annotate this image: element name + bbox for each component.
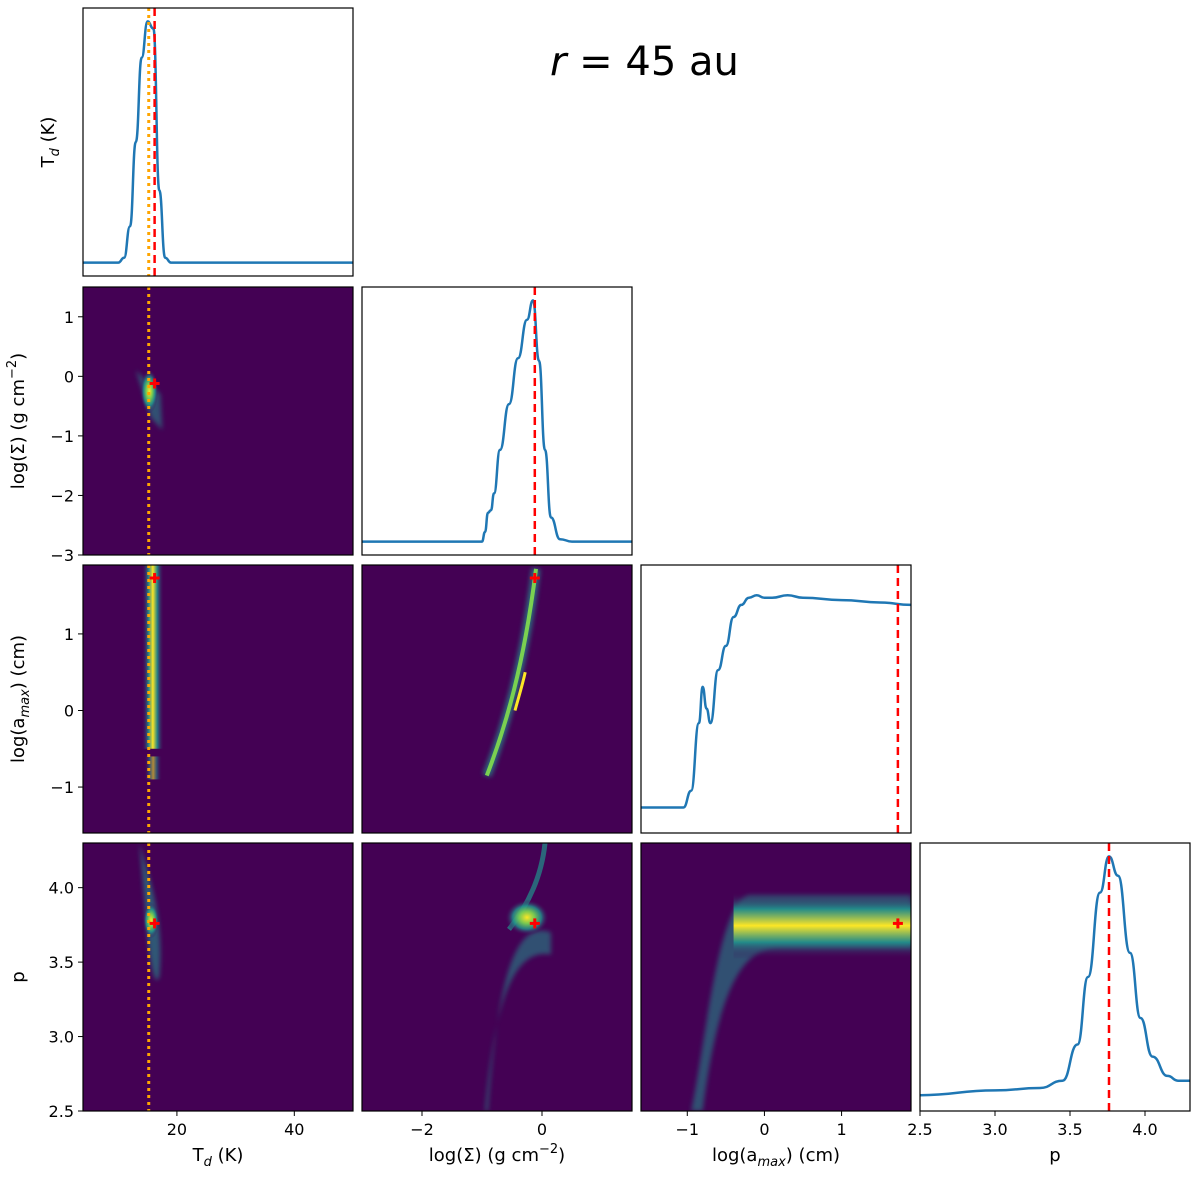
density-panel-Td-logA	[83, 565, 353, 833]
best-fit-marker	[149, 378, 160, 389]
figure-title: r = 45 au	[550, 39, 739, 85]
y-axis-label-logA: log(amax) (cm)	[8, 635, 33, 763]
y-axis-label-Td: Td (K)	[38, 117, 63, 169]
y-tick-label-p: 4.0	[49, 879, 74, 898]
density-band	[141, 565, 164, 749]
density-tail	[485, 930, 551, 1111]
y-tick-label-logS: 0	[64, 367, 74, 386]
x-tick-label-p: 2.5	[907, 1120, 932, 1139]
x-tick-label-Td: 20	[167, 1120, 187, 1139]
y-axis-label-p: p	[8, 971, 29, 982]
density-panel-logS-logA	[362, 565, 632, 833]
x-tick-label-logA: −1	[675, 1120, 699, 1139]
panel-frame-Td-logA	[82, 564, 354, 834]
x-axis-label-logS: log(Σ) (g cm−2)	[429, 1142, 565, 1166]
marginal-curve-logA	[641, 594, 911, 809]
marginal-panel-logA	[641, 565, 911, 833]
density-background	[362, 843, 632, 1111]
y-tick-label-logA: −1	[50, 778, 74, 797]
density-panel-Td-p	[83, 843, 353, 1111]
marginal-curve-logS	[362, 299, 632, 543]
marginal-panel-Td	[83, 8, 353, 276]
y-axis-label-logS: log(Σ) (g cm−2)	[5, 353, 29, 489]
y-tick-label-logS: −3	[50, 546, 74, 565]
density-panel-logA-p	[641, 843, 911, 1111]
panel-frame-logA-p	[640, 842, 912, 1112]
density-blob	[143, 902, 160, 939]
best-fit-marker	[149, 918, 160, 929]
x-tick-label-p: 4.0	[1132, 1120, 1157, 1139]
panel-frame-Td-logS	[82, 286, 354, 556]
marginal-panel-p	[920, 843, 1190, 1111]
density-background	[362, 565, 632, 833]
y-tick-label-p: 3.0	[49, 1028, 74, 1047]
panel-frame-p	[919, 842, 1191, 1112]
best-fit-marker	[529, 573, 540, 584]
density-background	[83, 843, 353, 1111]
density-ridge-peak	[513, 671, 527, 711]
panel-frame-logS-p	[361, 842, 633, 1112]
x-tick-label-Td: 40	[284, 1120, 304, 1139]
x-tick-label-logS: −2	[410, 1120, 434, 1139]
x-axis-label-p: p	[1049, 1145, 1060, 1166]
marginal-curve-p	[920, 855, 1190, 1097]
panel-frame-Td-p	[82, 842, 354, 1112]
density-background	[641, 843, 911, 1111]
x-tick-label-logA: 1	[836, 1120, 846, 1139]
y-tick-label-logA: 0	[64, 701, 74, 720]
density-background	[83, 287, 353, 555]
y-tick-label-p: 3.5	[49, 953, 74, 972]
best-fit-marker	[529, 918, 540, 929]
y-tick-label-logS: −1	[50, 427, 74, 446]
y-tick-label-p: 2.5	[49, 1102, 74, 1121]
panel-frame-logS-logA	[361, 564, 633, 834]
x-tick-label-p: 3.5	[1057, 1120, 1082, 1139]
panel-frame-Td	[82, 7, 354, 277]
density-panel-Td-logS	[83, 287, 353, 555]
x-tick-label-logS: 0	[537, 1120, 547, 1139]
density-band-low	[144, 756, 163, 780]
panel-frame-logA	[640, 564, 912, 834]
y-tick-label-logS: −2	[50, 486, 74, 505]
x-axis-label-Td: Td (K)	[192, 1145, 244, 1170]
density-band	[733, 892, 911, 960]
x-tick-label-p: 3.0	[982, 1120, 1007, 1139]
x-axis-label-logA: log(amax) (cm)	[712, 1145, 840, 1170]
y-tick-label-logA: 1	[64, 625, 74, 644]
density-blob	[505, 899, 549, 936]
density-ridge	[484, 568, 538, 777]
density-background	[83, 565, 353, 833]
x-tick-label-logA: 0	[759, 1120, 769, 1139]
marginal-curve-Td	[83, 20, 353, 264]
best-fit-marker	[892, 918, 903, 929]
marginal-panel-logS	[362, 287, 632, 555]
panel-frame-logS	[361, 286, 633, 556]
panels: 20 40 −2 0 −1 0 1 2.5 3.0 3.5 4.0 1 0 −1 −2 −3 1 0 −1 2.5 3.…	[5, 7, 1191, 1170]
density-panel-logS-p	[362, 843, 632, 1111]
best-fit-marker	[149, 573, 160, 584]
y-tick-label-logS: 1	[64, 308, 74, 327]
